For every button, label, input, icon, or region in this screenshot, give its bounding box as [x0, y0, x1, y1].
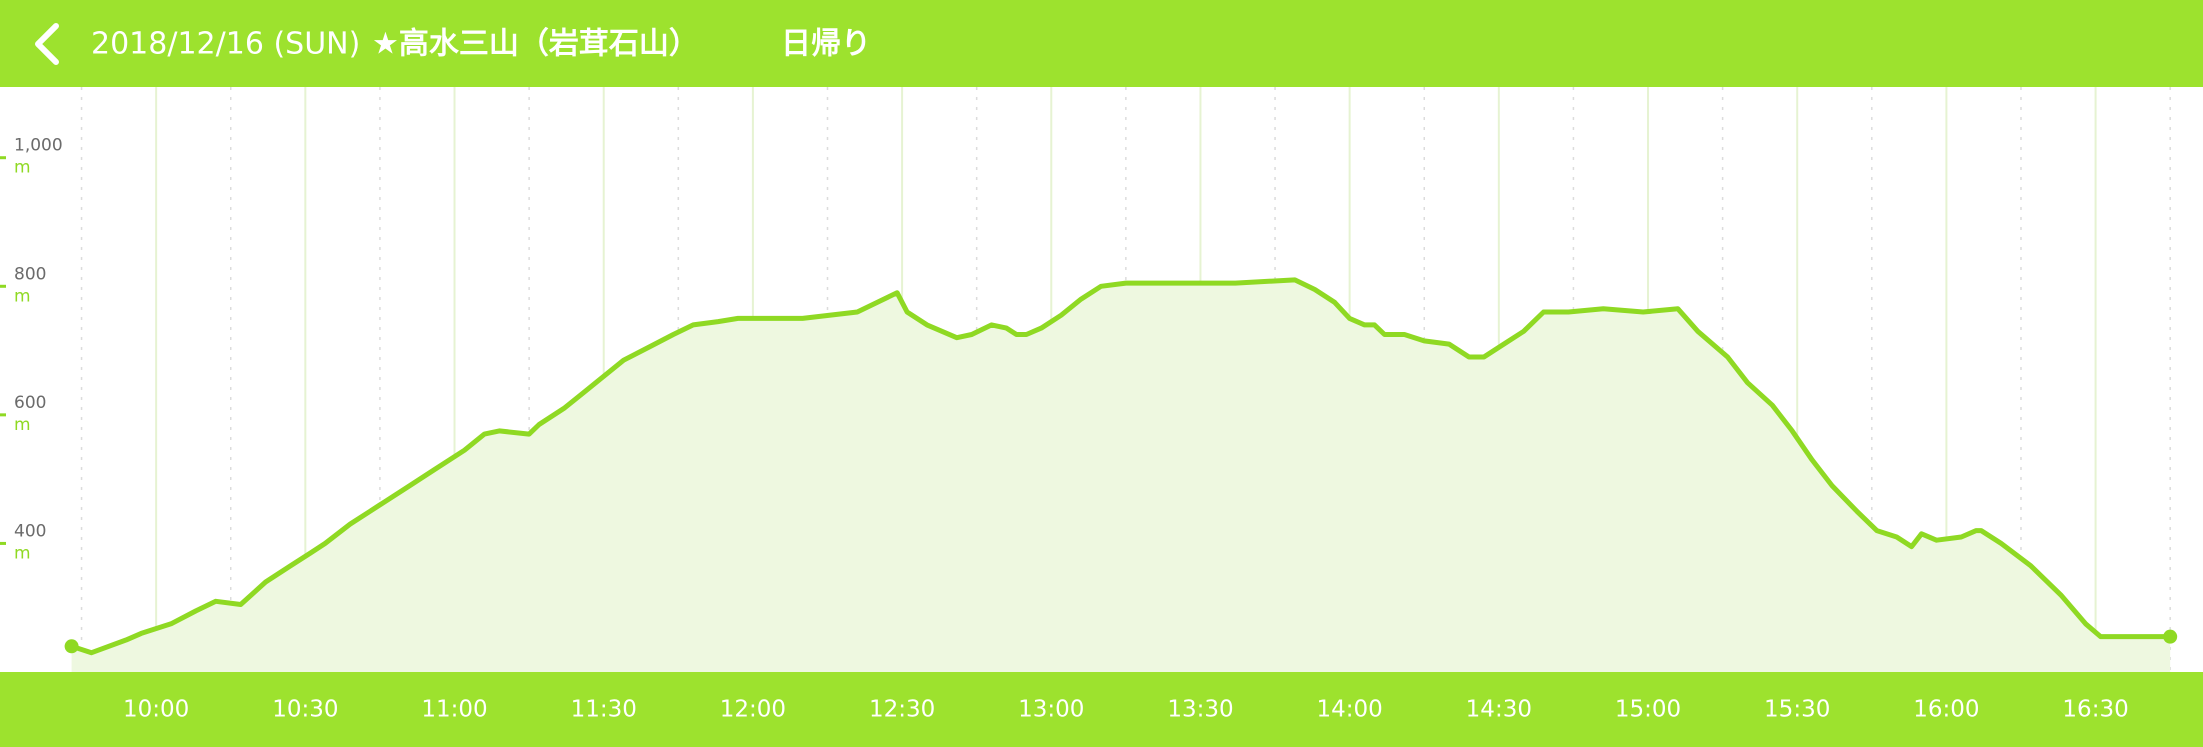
- x-tick-label: 10:00: [123, 697, 189, 723]
- x-tick-label: 10:30: [272, 697, 338, 723]
- y-tick-label: 1,000: [14, 136, 63, 156]
- y-tick-label: 800: [14, 264, 46, 284]
- elevation-line: [70, 277, 2171, 656]
- x-tick-label: 15:30: [1764, 697, 1830, 723]
- trip-date: 2018/12/16 (SUN): [91, 27, 360, 62]
- x-tick-label: 13:00: [1018, 697, 1084, 723]
- time-axis-bar: [0, 672, 2203, 747]
- y-tick-label: 600: [14, 393, 46, 413]
- elevation-area: [71, 279, 2171, 672]
- x-tick-label: 16:30: [2062, 697, 2128, 723]
- endpoint: [2163, 629, 2178, 644]
- y-unit-label: m: [14, 543, 31, 563]
- y-tick-label: 400: [14, 521, 46, 541]
- y-unit-label: m: [14, 158, 31, 178]
- back-button[interactable]: [35, 23, 59, 65]
- trip-title: ★高水三山（岩茸石山）: [372, 27, 699, 62]
- x-tick-label: 12:00: [720, 697, 786, 723]
- x-tick-label: 15:00: [1615, 697, 1681, 723]
- trip-type: 日帰り: [781, 27, 871, 62]
- endpoint: [64, 639, 79, 654]
- y-unit-label: m: [14, 415, 31, 435]
- x-tick-label: 16:00: [1913, 697, 1979, 723]
- x-tick-label: 11:00: [421, 697, 487, 723]
- x-tick-label: 13:30: [1167, 697, 1233, 723]
- x-tick-label: 12:30: [869, 697, 935, 723]
- header-bar: [0, 0, 2203, 87]
- elevation-chart: 10:00 10:30 11:00 11:30 12:00 12:30 13:00 13:30…: [0, 87, 2178, 723]
- x-tick-label: 14:00: [1316, 697, 1382, 723]
- x-tick-label: 14:30: [1466, 697, 1532, 723]
- x-tick-label: 11:30: [571, 697, 637, 723]
- y-unit-label: m: [14, 286, 31, 306]
